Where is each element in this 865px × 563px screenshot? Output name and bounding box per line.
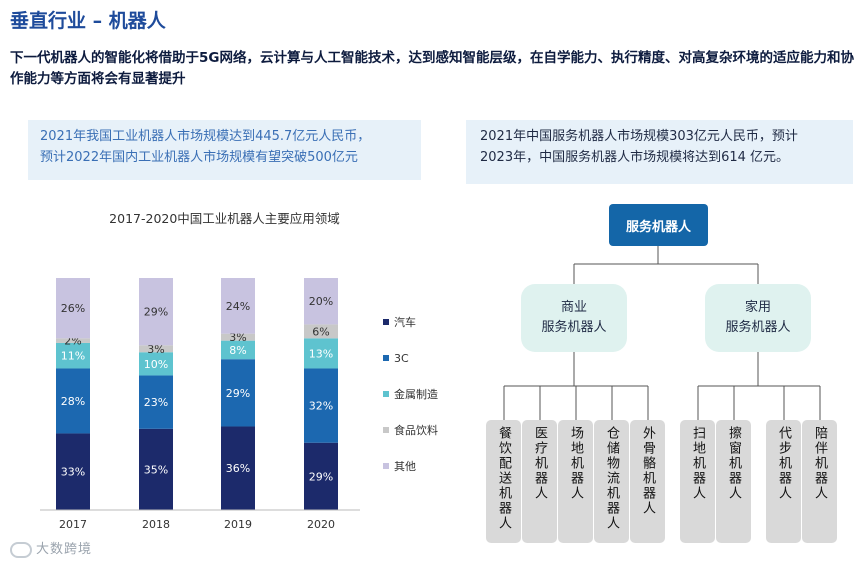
data-label-2019-4: 24% [226,300,250,313]
legend-swatch-0 [383,319,389,325]
chart-bars: 33%28%11%2%26%201735%23%10%3%29%201836%2… [40,278,360,531]
legend-label-4: 其他 [394,460,416,473]
service-info-line-2: 2023年，中国服务机器人市场规模将达到614 亿元。 [480,150,790,165]
data-label-2017-2: 11% [61,350,85,363]
leaf-window-cleaning-robot: 擦窗机器人 [716,420,751,543]
leaf-medical-robot: 医疗机器人 [522,420,557,543]
service-robot-info-box: 2021年中国服务机器人市场规模303亿元人民币，预计 2023年，中国服务机器… [466,120,853,184]
data-label-2020-3: 6% [312,325,329,338]
tree-node-commercial: 商业 服务机器人 [521,284,627,352]
data-label-2019-0: 36% [226,462,250,475]
data-label-2017-0: 33% [61,466,85,479]
commercial-line-2: 服务机器人 [541,320,607,335]
x-tick-label-2017: 2017 [59,518,87,531]
bar-segment-2019-0 [221,426,255,510]
data-label-2020-2: 13% [309,347,333,360]
legend-swatch-2 [383,391,389,397]
bar-segment-2019-2 [221,340,255,360]
x-tick-label-2018: 2018 [142,518,170,531]
x-tick-label-2019: 2019 [224,518,252,531]
data-label-2017-4: 26% [61,302,85,315]
leaf-warehouse-logistics-robot: 仓储物流机器人 [594,420,629,543]
bar-segment-2018-2 [139,352,173,376]
leaf-exoskeleton-robot: 外骨骼机器人 [630,420,665,543]
watermark-logo-icon [10,541,32,558]
bar-segment-2019-4 [221,278,255,334]
bar-segment-2020-3 [304,324,338,339]
data-label-2019-1: 29% [226,387,250,400]
legend-label-3: 食品饮料 [394,423,438,437]
industrial-info-line-1: 2021年我国工业机器人市场规模达到445.7亿元人民币， [40,129,371,144]
service-info-line-1: 2021年中国服务机器人市场规模303亿元人民币，预计 [480,129,798,144]
data-label-2020-4: 20% [309,295,333,308]
data-label-2018-1: 23% [144,396,168,409]
bar-segment-2020-0 [304,442,338,510]
bar-segment-2020-4 [304,278,338,325]
data-label-2019-2: 8% [229,344,246,357]
data-label-2020-0: 29% [309,470,333,483]
leaf-mobility-robot: 代步机器人 [766,420,801,543]
bar-segment-2018-4 [139,278,173,346]
data-label-2018-2: 10% [144,358,168,371]
x-tick-label-2020: 2020 [307,518,335,531]
legend-swatch-3 [383,427,389,433]
page-subtitle: 下一代机器人的智能化将借助于5G网络，云计算与人工智能技术，达到感知智能层级，在… [10,50,854,87]
legend-swatch-4 [383,463,389,469]
industrial-robot-info-box: 2021年我国工业机器人市场规模达到445.7亿元人民币， 预计2022年国内工… [28,120,421,180]
bar-segment-2019-3 [221,333,255,341]
data-label-2019-3: 3% [229,331,246,344]
tree-node-home: 家用 服务机器人 [705,284,811,352]
data-label-2018-3: 3% [147,343,164,356]
bar-segment-2017-3 [56,338,90,343]
home-line-1: 家用 [744,300,771,315]
bar-segment-2018-0 [139,428,173,510]
bar-segment-2017-2 [56,342,90,369]
legend-label-0: 汽车 [394,315,416,329]
bar-segment-2018-1 [139,375,173,429]
data-label-2017-1: 28% [61,395,85,408]
leaf-companion-robot: 陪伴机器人 [802,420,837,543]
legend-label-1: 3C [394,352,409,365]
bar-segment-2017-1 [56,368,90,434]
data-label-2018-0: 35% [144,463,168,476]
home-line-2: 服务机器人 [725,320,791,335]
leaf-catering-delivery-robot: 餐饮配送机器人 [486,420,521,543]
leaf-venue-robot: 场地机器人 [558,420,593,543]
industrial-info-line-2: 预计2022年国内工业机器人市场规模有望突破500亿元 [40,150,358,165]
bar-segment-2020-1 [304,368,338,443]
legend-swatch-1 [383,355,389,361]
bar-segment-2018-3 [139,345,173,353]
chart-title: 2017-2020中国工业机器人主要应用领域 [109,211,340,226]
watermark-text: 大数跨境 [36,542,93,557]
bar-segment-2019-1 [221,359,255,427]
legend-label-2: 金属制造 [394,387,438,401]
watermark: 大数跨境 [10,538,92,558]
bar-segment-2017-0 [56,433,90,510]
tree-root-service-robot: 服务机器人 [609,204,708,246]
leaf-sweeping-robot: 扫地机器人 [680,420,715,543]
bar-segment-2017-4 [56,278,90,339]
bar-segment-2020-2 [304,338,338,369]
commercial-line-1: 商业 [560,300,587,315]
page-title: 垂直行业 – 机器人 [10,10,166,32]
data-label-2018-4: 29% [144,306,168,319]
tree-connectors [503,246,821,420]
data-label-2020-1: 32% [309,400,333,413]
